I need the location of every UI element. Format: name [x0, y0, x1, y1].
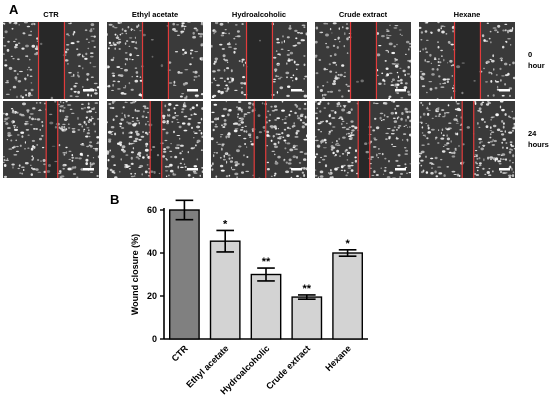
column-label-ethyl-acetate: Ethyl acetate: [131, 10, 179, 19]
column-label-ctr: CTR: [43, 10, 59, 19]
micrograph-24h-0: [3, 101, 99, 178]
y-tick-label: 40: [147, 248, 157, 258]
micrograph-0h-0: [3, 22, 99, 99]
micrograph-24h-3: [315, 101, 411, 178]
panel-a-letter: A: [9, 2, 19, 17]
micrograph-24h-1: [107, 101, 203, 178]
significance-label: *: [223, 218, 228, 230]
micrograph-0h-4: [419, 22, 515, 99]
micrograph-0h-2: [211, 22, 307, 99]
x-tick-label: Crude extract: [264, 343, 312, 391]
y-tick-label: 20: [147, 291, 157, 301]
micrograph-0h-3: [315, 22, 411, 99]
bar-ethyl-acetate: [209, 240, 241, 340]
significance-label: *: [345, 238, 350, 250]
panel-b-letter: B: [110, 192, 120, 207]
significance-label: **: [303, 283, 312, 295]
row-label-24-hours: 24 hours: [528, 129, 549, 149]
bar-ctr: [169, 209, 200, 340]
micrograph-24h-4: [419, 101, 515, 178]
micrograph-24h-2: [211, 101, 307, 178]
bar-crude-extract: [291, 296, 323, 340]
column-label-hydroalcoholic: Hydroalcoholic: [231, 10, 287, 19]
bar-hexane: [332, 252, 363, 340]
y-axis-label: Wound closure (%): [130, 234, 140, 315]
micrograph-0h-1: [107, 22, 203, 99]
x-tick-label: Hexane: [323, 343, 353, 373]
row-label-0-hour: 0 hour: [528, 50, 545, 70]
column-label-crude-extract: Crude extract: [338, 10, 388, 19]
significance-label: **: [262, 256, 271, 268]
y-tick-label: 0: [152, 334, 157, 344]
x-tick-label: CTR: [170, 343, 191, 364]
column-label-hexane: Hexane: [453, 10, 481, 19]
y-tick-label: 60: [147, 205, 157, 215]
bar-hydroalcoholic: [250, 273, 282, 340]
